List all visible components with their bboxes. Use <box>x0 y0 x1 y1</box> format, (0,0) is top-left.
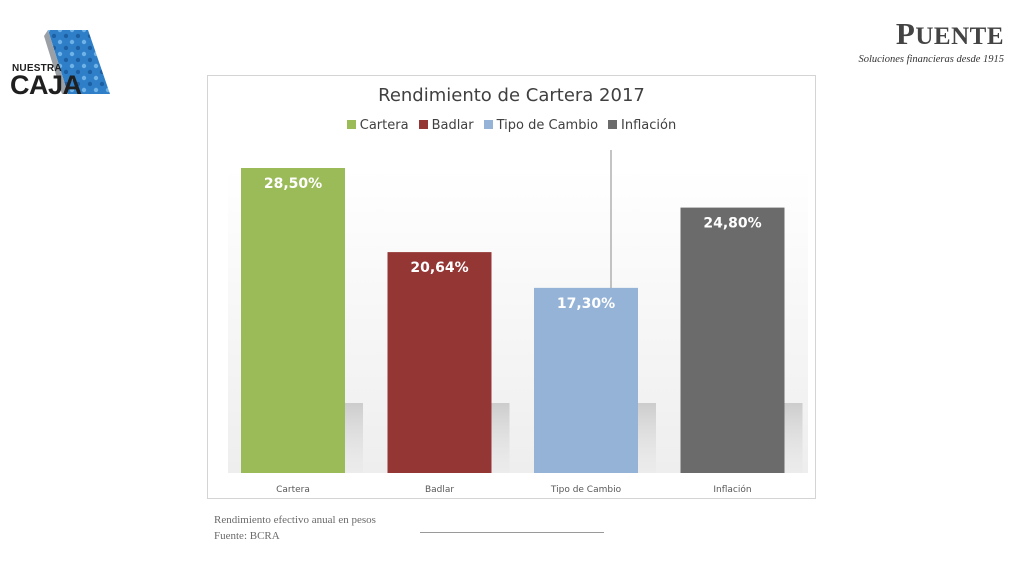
legend-item-0: Cartera <box>346 118 409 133</box>
puente-brand-rest: UENTE <box>915 23 1004 50</box>
logo-text-nuestra: NUESTRA <box>12 63 62 74</box>
chart-container: Rendimiento de Cartera 2017 Cartera Badla… <box>207 75 816 499</box>
data-label-3: 24,80% <box>703 216 761 232</box>
bar-chart-plot: 28,50% Cartera 20,64% Badlar 17,30% Tipo de C… <box>228 150 808 495</box>
legend-swatch-1 <box>418 120 428 129</box>
footnote-line-1: Rendimiento efectivo anual en pesos <box>214 514 376 526</box>
puente-brand-initial: P <box>895 16 916 51</box>
data-label-2: 17,30% <box>557 296 615 312</box>
nuestra-caja-logo: NUESTRA CAJA <box>8 26 112 100</box>
data-label-0: 28,50% <box>264 176 322 192</box>
puente-logo: PUENTE Soluciones financieras desde 1915 <box>804 18 1004 66</box>
legend-label-3: Inflación <box>621 118 677 133</box>
nuestra-caja-logo-graphic <box>44 30 110 94</box>
logo-text-caja: CAJA <box>10 70 82 100</box>
x-tick-label-1: Badlar <box>425 485 454 495</box>
legend-label-1: Badlar <box>431 118 474 133</box>
footnote: Rendimiento efectivo anual en pesos Fuen… <box>214 512 376 544</box>
legend-label-2: Tipo de Cambio <box>496 118 599 133</box>
bar-cartera <box>241 168 345 473</box>
legend-swatch-2 <box>483 120 493 129</box>
x-tick-label-3: Inflación <box>713 484 751 495</box>
legend-item-3: Inflación <box>608 118 676 133</box>
bar-badlar <box>387 252 492 473</box>
data-label-1: 20,64% <box>410 260 468 276</box>
legend-swatch-3 <box>608 120 618 129</box>
legend-item-1: Badlar <box>418 118 474 133</box>
bar-inflación <box>680 207 785 473</box>
footnote-divider <box>420 532 604 533</box>
bar-tipo-de-cambio <box>534 287 638 473</box>
x-tick-label-0: Cartera <box>276 485 310 495</box>
puente-tagline: Soluciones financieras desde 1915 <box>858 54 1004 65</box>
legend-label-0: Cartera <box>359 118 409 133</box>
chart-legend: Cartera Badlar Tipo de Cambio Inflación <box>208 118 815 133</box>
puente-brand: PUENTE <box>804 18 1004 53</box>
legend-swatch-0 <box>346 120 356 129</box>
x-tick-label-2: Tipo de Cambio <box>550 485 622 495</box>
footnote-line-2: Fuente: BCRA <box>214 530 280 542</box>
legend-item-2: Tipo de Cambio <box>483 118 599 133</box>
chart-title: Rendimiento de Cartera 2017 <box>378 85 645 106</box>
